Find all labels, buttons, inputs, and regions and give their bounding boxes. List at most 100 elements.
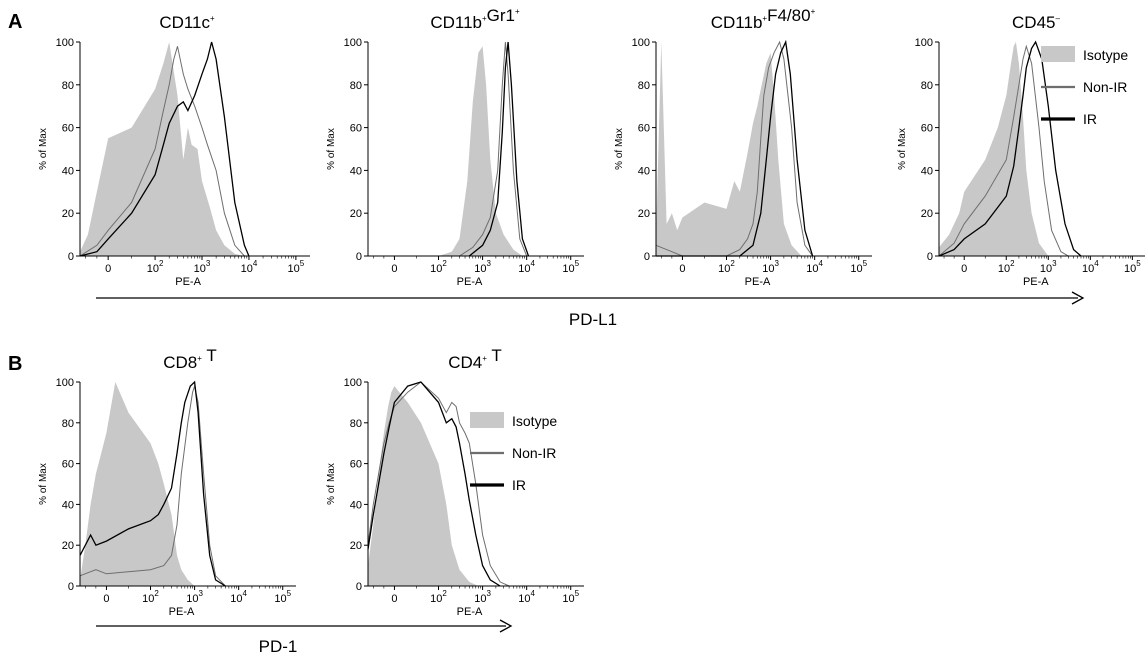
- y-tick-label: 60: [638, 123, 650, 135]
- x-tick-label: 103: [474, 589, 491, 605]
- x-tick-label: 105: [562, 259, 579, 275]
- x-tick-label: 103: [762, 259, 779, 275]
- x-tick-label: 102: [430, 589, 447, 605]
- series-isotype-area: [438, 46, 523, 256]
- title-text: CD11b: [430, 13, 482, 32]
- x-tick-exponent: 3: [206, 259, 211, 268]
- y-tick-label: 20: [350, 208, 362, 220]
- x-tick-exponent: 2: [442, 259, 447, 268]
- y-tick-label: 100: [915, 37, 933, 49]
- y-axis-label: % of Max: [38, 463, 49, 505]
- x-axis-label: PE-A: [457, 276, 483, 288]
- legend-label: IR: [512, 477, 526, 493]
- title-text: T: [202, 346, 217, 365]
- panel-title: CD11c+: [159, 13, 215, 32]
- title-text: T: [487, 346, 502, 365]
- title-superscript: +: [515, 7, 520, 16]
- legend-swatch-isotype: [1041, 46, 1075, 62]
- x-tick-label: 104: [806, 259, 823, 275]
- title-superscript: +: [482, 354, 487, 363]
- pd1-arrow: [96, 619, 513, 633]
- x-tick-label: 105: [562, 589, 579, 605]
- x-tick-label: 105: [1124, 259, 1141, 275]
- x-tick-label: 103: [186, 589, 203, 605]
- x-tick-base: 10: [288, 263, 300, 275]
- legend-label: IR: [1083, 111, 1097, 127]
- series-ir-line: [79, 41, 250, 257]
- x-tick-base: 10: [474, 593, 486, 605]
- panel-title: CD11b+Gr1+: [430, 6, 520, 32]
- y-tick-label: 20: [350, 540, 362, 552]
- x-tick-base: 10: [241, 263, 253, 275]
- x-axis-label: PE-A: [169, 606, 195, 618]
- series-ir-line: [656, 39, 814, 257]
- x-tick-base: 10: [186, 593, 198, 605]
- x-tick-base: 0: [391, 263, 397, 275]
- title-superscript: +: [210, 14, 215, 23]
- x-tick-base: 10: [474, 263, 486, 275]
- legend: Isotype Non-IR IR: [1041, 46, 1128, 127]
- title-text: CD4: [448, 353, 482, 372]
- x-tick-base: 10: [762, 263, 774, 275]
- x-axis-label: PE-A: [745, 276, 771, 288]
- series-isotype-area: [656, 42, 802, 256]
- legend-label: Non-IR: [1083, 79, 1127, 95]
- x-tick-exponent: 4: [819, 259, 824, 268]
- x-tick-exponent: 3: [486, 589, 491, 598]
- panel-title: CD45–: [1012, 13, 1060, 32]
- x-tick-exponent: 2: [154, 589, 159, 598]
- y-tick-label: 40: [62, 165, 74, 177]
- series-non-ir-line: [79, 46, 245, 257]
- x-tick-base: 10: [718, 263, 730, 275]
- x-tick-base: 10: [806, 263, 818, 275]
- x-tick-base: 0: [105, 263, 111, 275]
- legend-label: Isotype: [512, 413, 557, 429]
- panel-title: CD8+ T: [163, 346, 217, 372]
- x-tick-base: 10: [430, 263, 442, 275]
- x-tick-base: 10: [518, 263, 530, 275]
- y-tick-label: 100: [56, 37, 74, 49]
- panel-title: CD4+ T: [448, 346, 502, 372]
- y-tick-label: 0: [68, 251, 74, 263]
- series-ir-line: [468, 41, 530, 257]
- legend-label: Isotype: [1083, 47, 1128, 63]
- series-ir-line: [938, 40, 1082, 257]
- y-axis-label: % of Max: [38, 128, 49, 170]
- y-tick-label: 100: [56, 377, 74, 389]
- x-tick-base: 10: [274, 593, 286, 605]
- x-tick-label: 105: [274, 589, 291, 605]
- y-axis-label: % of Max: [326, 128, 337, 170]
- x-tick-exponent: 4: [253, 259, 258, 268]
- y-tick-label: 60: [350, 459, 362, 471]
- y-tick-label: 100: [632, 37, 650, 49]
- title-text: CD45: [1012, 13, 1055, 32]
- x-tick-exponent: 5: [575, 589, 580, 598]
- x-tick-label: 0: [961, 263, 967, 275]
- x-tick-label: 105: [288, 259, 305, 275]
- x-tick-base: 10: [194, 263, 206, 275]
- title-superscript: +: [811, 7, 816, 16]
- x-tick-base: 10: [142, 593, 154, 605]
- x-tick-base: 10: [147, 263, 159, 275]
- y-tick-label: 80: [62, 418, 74, 430]
- x-tick-label: 103: [474, 259, 491, 275]
- x-tick-exponent: 5: [575, 259, 580, 268]
- x-tick-base: 0: [961, 263, 967, 275]
- x-tick-base: 10: [230, 593, 242, 605]
- x-tick-exponent: 5: [863, 259, 868, 268]
- x-tick-base: 10: [518, 593, 530, 605]
- y-tick-label: 40: [638, 165, 650, 177]
- x-tick-label: 104: [518, 589, 535, 605]
- legend-swatch-isotype: [470, 412, 504, 428]
- y-tick-label: 40: [62, 499, 74, 511]
- y-tick-label: 80: [350, 80, 362, 92]
- title-text: CD11b: [711, 13, 763, 32]
- x-tick-exponent: 3: [198, 589, 203, 598]
- pdl1-axis-label: PD-L1: [569, 310, 617, 329]
- series-ir-line: [367, 381, 501, 587]
- x-tick-label: 102: [142, 589, 159, 605]
